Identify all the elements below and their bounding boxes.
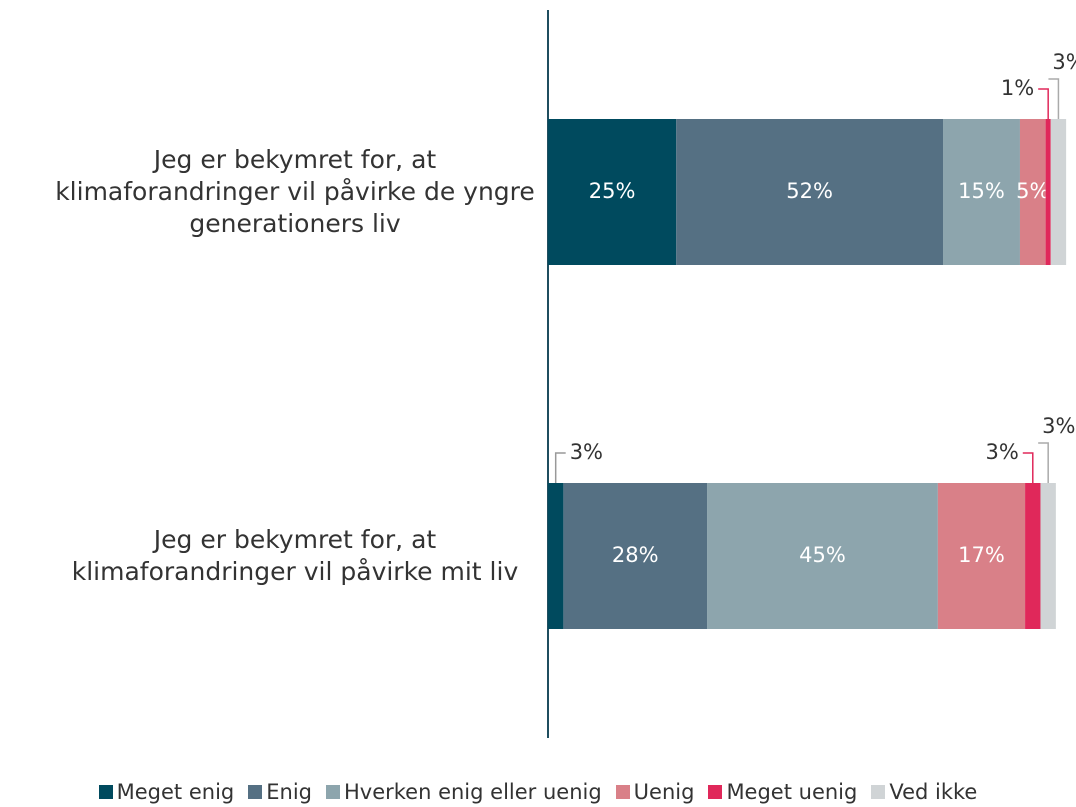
legend-label: Meget uenig [726,780,858,804]
legend-label: Enig [266,780,312,804]
data-label: 3% [570,440,603,464]
legend-swatch [615,785,630,799]
legend-label: Ved ikke [889,780,978,804]
legend-item: Ved ikke [871,780,977,804]
legend-item: Meget enig [98,780,235,804]
data-label: 3% [985,440,1018,464]
bar-segment [937,483,1026,629]
category-label: Jeg er bekymret for, at klimaforandringe… [71,525,519,586]
category-label: Jeg er bekymret for, at klimaforandringe… [55,145,535,238]
bar-segment [563,483,708,629]
data-label: 1% [1001,76,1034,100]
leader-line [1038,442,1049,483]
bar-segment [1019,119,1046,265]
data-label: 28% [612,543,659,567]
leader-line [554,452,566,483]
leader-line [1022,452,1034,483]
data-label: 45% [799,543,846,567]
bar-segment [548,119,677,265]
plot: 25% 52% 15% 5% 1% 3% 3% 28% 45% 17% 3% 3% [547,10,1076,738]
leader-line [1038,88,1049,119]
bar-segment [676,119,944,265]
bar-segment [707,483,938,629]
bar-segment [1025,483,1041,629]
bar-segment [1050,119,1067,265]
data-label: 5% [1016,179,1049,203]
leader-line [1048,78,1060,119]
data-label: 3% [1042,414,1075,438]
data-label: 3% [1052,50,1076,74]
data-label: 15% [958,179,1005,203]
data-label: 25% [589,179,636,203]
data-label: 17% [958,543,1005,567]
data-label: 52% [786,179,833,203]
legend-swatch [98,785,113,799]
legend-label: Meget enig [116,780,235,804]
bar-segment [548,483,564,629]
legend-swatch [871,785,886,799]
bar-segment [943,119,1020,265]
legend-item: Meget uenig [708,780,857,804]
legend-swatch [325,785,340,799]
legend-label: Hverken enig eller uenig [343,780,602,804]
legend-swatch [708,785,723,799]
bar-segment [1040,483,1056,629]
legend-item: Uenig [615,780,695,804]
legend-item: Enig [248,780,312,804]
legend-item: Hverken enig eller uenig [325,780,602,804]
legend-label: Uenig [633,780,695,804]
legend-swatch [248,785,263,799]
legend: Meget enig Enig Hverken enig eller uenig Ue… [0,780,1076,804]
bar-segment [1045,119,1051,265]
